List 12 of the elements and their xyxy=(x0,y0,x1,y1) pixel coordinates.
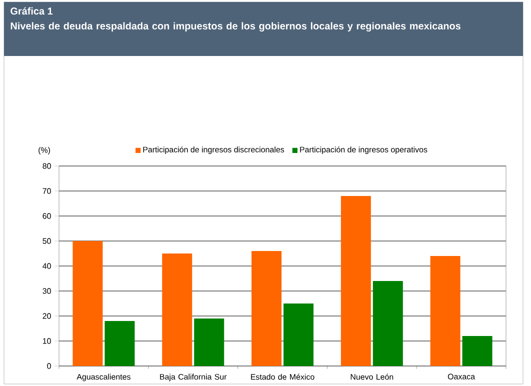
bar xyxy=(372,281,403,366)
bar xyxy=(194,318,224,366)
chart-subtitle: Niveles de deuda respaldada con impuestos de los gobiernos locales y regionales mexicanos xyxy=(10,22,460,32)
bar xyxy=(340,196,371,366)
bar xyxy=(162,254,192,366)
bar xyxy=(284,304,314,366)
bar xyxy=(430,256,460,366)
bar xyxy=(252,251,282,366)
bar xyxy=(104,321,135,366)
chart-title: Gráfica 1 xyxy=(10,7,53,15)
bar xyxy=(72,241,103,366)
bar xyxy=(462,336,492,366)
